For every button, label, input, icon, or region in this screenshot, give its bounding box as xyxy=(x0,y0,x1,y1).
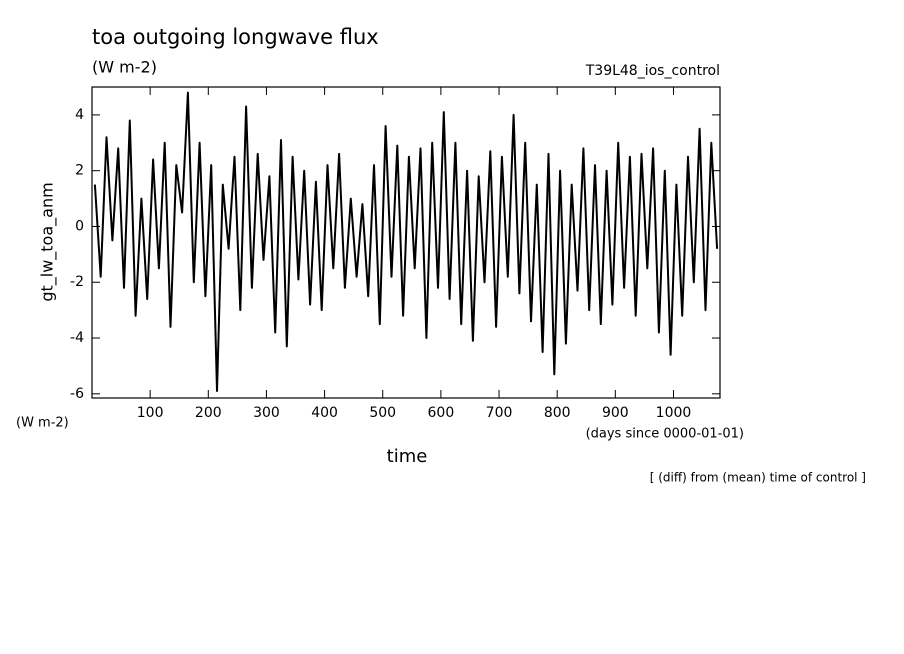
footnote: [ (diff) from (mean) time of control ] xyxy=(650,471,866,485)
plot-frame xyxy=(91,86,721,399)
y-units: (W m-2) xyxy=(16,416,69,431)
y-tick-label: 4 xyxy=(75,107,84,123)
x-tick-label: 100 xyxy=(137,405,164,421)
y-tick-label: -2 xyxy=(70,274,84,290)
x-tick-label: 900 xyxy=(602,405,629,421)
x-tick-label: 800 xyxy=(544,405,571,421)
x-tick-label: 600 xyxy=(428,405,455,421)
x-tick-label: 300 xyxy=(253,405,280,421)
y-tick-label: 0 xyxy=(75,218,84,234)
chart-title: toa outgoing longwave flux xyxy=(92,25,379,49)
x-tick-label: 500 xyxy=(369,405,396,421)
x-tick-label: 700 xyxy=(486,405,513,421)
x-axis-label: time xyxy=(387,446,428,467)
y-axis-label: gt_lw_toa_anm xyxy=(38,182,58,301)
x-tick-label: 400 xyxy=(311,405,338,421)
data-line xyxy=(93,91,719,392)
y-tick-label: -4 xyxy=(70,330,84,346)
y-tick-label: -6 xyxy=(70,386,84,402)
run-name: T39L48_ios_control xyxy=(585,63,720,79)
x-tick-label: 200 xyxy=(195,405,222,421)
x-units: (days since 0000-01-01) xyxy=(586,427,744,442)
y-tick-label: 2 xyxy=(75,163,84,179)
x-tick-label: 1000 xyxy=(656,405,692,421)
chart-subtitle: (W m-2) xyxy=(92,58,157,77)
